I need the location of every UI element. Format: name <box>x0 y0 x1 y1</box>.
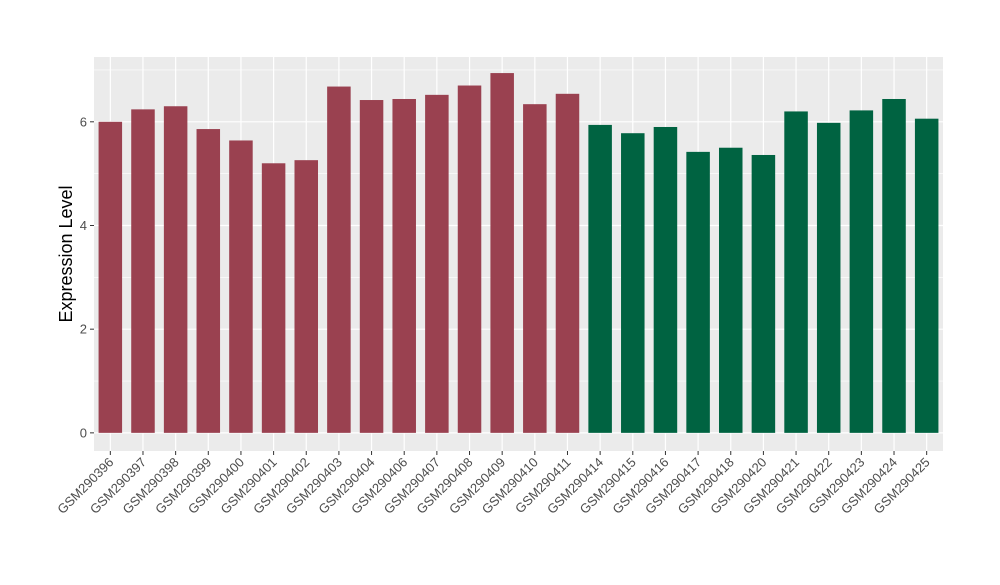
bar-GSM290400 <box>229 140 253 433</box>
bar-GSM290404 <box>359 100 384 433</box>
bar-GSM290414 <box>588 124 612 433</box>
bar-GSM290407 <box>425 94 449 433</box>
bar-GSM290399 <box>196 129 221 433</box>
bar-GSM290403 <box>327 86 351 433</box>
bar-GSM290423 <box>849 110 874 433</box>
y-axis-label: Expression Level <box>56 185 76 322</box>
bar-GSM290401 <box>261 163 286 433</box>
bar-GSM290402 <box>294 160 319 433</box>
bar-GSM290396 <box>98 121 123 433</box>
bar-GSM290418 <box>718 147 743 433</box>
bar-GSM290409 <box>490 73 514 433</box>
bar-GSM290425 <box>914 118 939 433</box>
plot-panel <box>94 57 943 451</box>
y-tick-label: 4 <box>80 218 87 233</box>
bars <box>98 73 939 433</box>
bar-GSM290416 <box>653 126 678 433</box>
y-tick-label: 0 <box>80 425 87 440</box>
y-tick-label: 6 <box>80 114 87 129</box>
y-tick-label: 2 <box>80 322 87 337</box>
bar-GSM290398 <box>163 106 188 433</box>
bar-GSM290424 <box>882 98 906 433</box>
bar-GSM290415 <box>621 133 645 433</box>
bar-GSM290420 <box>751 154 776 433</box>
bar-GSM290421 <box>784 111 808 433</box>
bar-GSM290408 <box>457 85 482 433</box>
bar-GSM290397 <box>131 109 155 433</box>
bar-GSM290422 <box>816 122 841 433</box>
bar-GSM290410 <box>523 104 547 433</box>
bar-GSM290411 <box>555 93 580 433</box>
bar-GSM290417 <box>686 151 710 433</box>
bar-GSM290406 <box>392 98 416 433</box>
